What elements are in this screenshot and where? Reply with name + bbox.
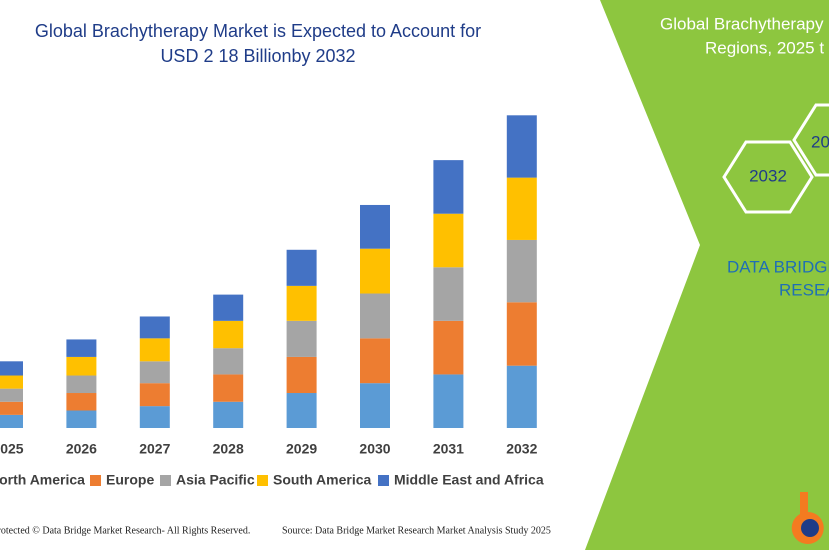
legend-label: Middle East and Africa bbox=[394, 472, 544, 488]
bar-segment bbox=[213, 348, 244, 375]
x-tick-label: 2025 bbox=[0, 441, 24, 457]
hexagon-label: 2032 bbox=[749, 166, 787, 185]
bar-segment bbox=[360, 248, 390, 294]
bar-segment bbox=[286, 320, 317, 357]
chart-title: USD 2 18 Billionby 2032 bbox=[160, 46, 355, 66]
legend-label: North America bbox=[0, 472, 85, 488]
hexagon bbox=[722, 140, 814, 214]
legend-label: Europe bbox=[106, 472, 154, 488]
legend-label: Asia Pacific bbox=[176, 472, 255, 488]
bar-segment bbox=[360, 204, 390, 249]
bar-segment bbox=[0, 375, 23, 389]
bar-segment bbox=[0, 388, 23, 402]
side-background bbox=[585, 0, 829, 550]
bar-segment bbox=[0, 361, 23, 376]
bar-segment bbox=[0, 414, 23, 428]
bar-segment bbox=[433, 160, 464, 214]
x-tick-label: 2031 bbox=[433, 441, 464, 457]
bar-segment bbox=[66, 339, 97, 357]
bar-segment bbox=[286, 285, 317, 321]
bar-segment bbox=[139, 406, 170, 428]
bar-segment bbox=[66, 356, 97, 376]
hexagon-label: 20 bbox=[811, 132, 829, 151]
bar-segment bbox=[286, 393, 317, 428]
bar-segment bbox=[213, 401, 244, 428]
bar-segment bbox=[0, 401, 23, 415]
bar-segment bbox=[433, 374, 464, 428]
side-heading: Regions, 2025 t bbox=[705, 38, 824, 57]
legend-swatch bbox=[160, 475, 171, 486]
side-heading: Global Brachytherapy bbox=[660, 14, 824, 33]
bar-segment bbox=[433, 267, 464, 321]
chart-title: Global Brachytherapy Market is Expected … bbox=[35, 21, 481, 41]
legend-swatch bbox=[257, 475, 268, 486]
x-tick-label: 2026 bbox=[66, 441, 97, 457]
legend-swatch bbox=[90, 475, 101, 486]
x-tick-label: 2032 bbox=[506, 441, 537, 457]
legend-swatch bbox=[378, 475, 389, 486]
hexagon bbox=[792, 103, 829, 177]
bar-segment bbox=[213, 320, 244, 349]
bar-segment bbox=[66, 393, 97, 411]
bar-segment bbox=[139, 316, 170, 339]
footer-source: Source: Data Bridge Market Research Mark… bbox=[282, 525, 551, 536]
bar-segment bbox=[360, 383, 390, 428]
logo bbox=[791, 492, 824, 544]
bar-segment bbox=[433, 320, 464, 375]
brand-text: RESEA bbox=[779, 280, 829, 299]
bar-segment bbox=[213, 294, 244, 321]
brand-text: DATA BRIDGE bbox=[727, 257, 829, 276]
bar-segment bbox=[139, 338, 170, 362]
x-tick-label: 2030 bbox=[359, 441, 390, 457]
bar-segment bbox=[506, 365, 537, 428]
bar-segment bbox=[286, 249, 317, 286]
bar-segment bbox=[506, 177, 537, 240]
bar-segment bbox=[506, 115, 537, 178]
legend-label: South America bbox=[273, 472, 371, 488]
x-tick-label: 2028 bbox=[213, 441, 244, 457]
bar-segment bbox=[506, 302, 537, 366]
bar-segment bbox=[286, 356, 317, 394]
bar-segment bbox=[139, 361, 170, 384]
bar-segment bbox=[139, 383, 170, 407]
bar-segment bbox=[506, 239, 537, 303]
bar-segment bbox=[213, 374, 244, 402]
x-tick-label: 2027 bbox=[139, 441, 170, 457]
footer-copyright: Protected © Data Bridge Market Research-… bbox=[0, 525, 250, 536]
bar-segment bbox=[66, 410, 97, 428]
bar-segment bbox=[433, 213, 464, 268]
x-tick-label: 2029 bbox=[286, 441, 317, 457]
bar-segment bbox=[360, 338, 390, 384]
bar-segment bbox=[66, 375, 97, 394]
bar-segment bbox=[360, 293, 390, 339]
